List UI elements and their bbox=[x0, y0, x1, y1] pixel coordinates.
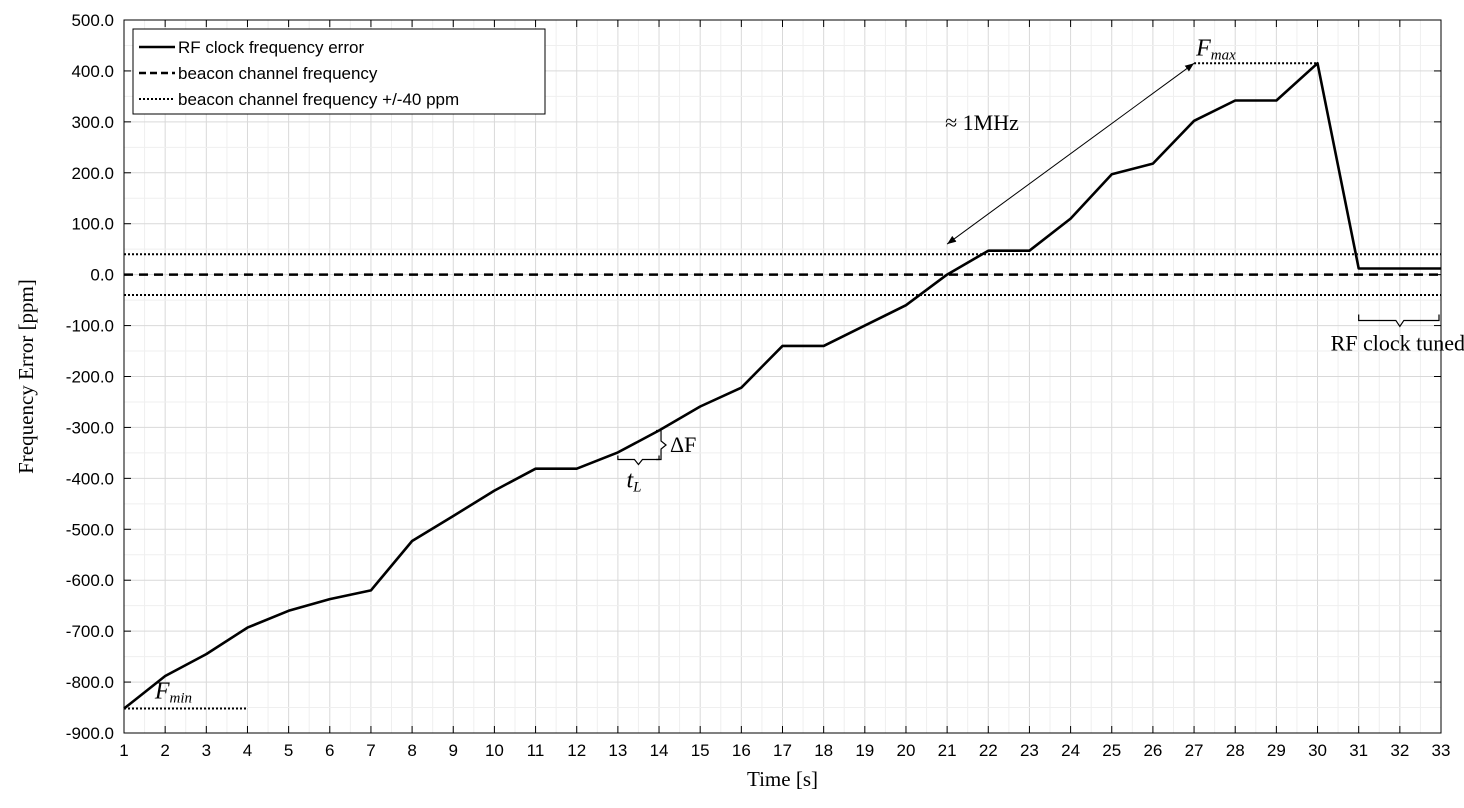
x-tick-label: 29 bbox=[1267, 741, 1286, 760]
y-tick-label: 400.0 bbox=[71, 62, 114, 81]
x-tick-label: 25 bbox=[1102, 741, 1121, 760]
span-double-arrow bbox=[946, 62, 1195, 245]
x-tick-label: 3 bbox=[202, 741, 211, 760]
y-tick-label: 200.0 bbox=[71, 164, 114, 183]
x-tick-label: 24 bbox=[1061, 741, 1080, 760]
x-tick-label: 16 bbox=[732, 741, 751, 760]
fmin-subscript: min bbox=[170, 691, 193, 707]
x-tick-label: 28 bbox=[1226, 741, 1245, 760]
x-tick-label: 20 bbox=[897, 741, 916, 760]
x-tick-label: 4 bbox=[243, 741, 252, 760]
x-tick-label: 10 bbox=[485, 741, 504, 760]
y-tick-label: -700.0 bbox=[66, 622, 114, 641]
y-tick-label: 100.0 bbox=[71, 215, 114, 234]
x-tick-label: 30 bbox=[1308, 741, 1327, 760]
y-tick-label: -600.0 bbox=[66, 571, 114, 590]
rf-clock-tuned-bracket bbox=[1358, 314, 1440, 328]
y-tick-label: -400.0 bbox=[66, 469, 114, 488]
y-tick-label: 300.0 bbox=[71, 113, 114, 132]
fmax-subscript: max bbox=[1211, 47, 1236, 63]
x-tick-label: 33 bbox=[1432, 741, 1451, 760]
x-tick-label: 18 bbox=[814, 741, 833, 760]
legend: RF clock frequency error beacon channel f… bbox=[132, 28, 546, 115]
x-tick-label: 13 bbox=[608, 741, 627, 760]
x-tick-label: 31 bbox=[1349, 741, 1368, 760]
x-tick-label: 5 bbox=[284, 741, 293, 760]
y-tick-label: 500.0 bbox=[71, 11, 114, 30]
legend-entry: beacon channel frequency +/-40 ppm bbox=[178, 90, 459, 109]
annotations: Fmax Fmin ≈ 1MHz ΔF tL RF clock tuned bbox=[124, 35, 1464, 710]
span-label: ≈ 1MHz bbox=[945, 110, 1019, 135]
grid bbox=[123, 19, 1442, 734]
x-tick-label: 2 bbox=[160, 741, 169, 760]
delta-f-label: ΔF bbox=[670, 432, 696, 457]
x-tick-label: 32 bbox=[1390, 741, 1409, 760]
reference-lines bbox=[124, 253, 1441, 297]
x-tick-label: 1 bbox=[119, 741, 128, 760]
y-tick-label: 0.0 bbox=[90, 266, 114, 285]
x-tick-label: 12 bbox=[567, 741, 586, 760]
x-tick-label: 14 bbox=[650, 741, 669, 760]
y-tick-label: -300.0 bbox=[66, 418, 114, 437]
y-tick-label: -100.0 bbox=[66, 317, 114, 336]
delta-f-bracket bbox=[656, 429, 667, 461]
x-axis-title: Time [s] bbox=[747, 767, 818, 791]
y-tick-label: -900.0 bbox=[66, 724, 114, 743]
x-tick-label: 27 bbox=[1185, 741, 1204, 760]
fmin-label: Fmin bbox=[154, 679, 192, 707]
rf-clock-tuned-label: RF clock tuned bbox=[1331, 330, 1464, 355]
legend-entry: beacon channel frequency bbox=[178, 64, 378, 83]
x-tick-label: 7 bbox=[366, 741, 375, 760]
y-axis-title: Frequency Error [ppm] bbox=[14, 279, 38, 474]
fmax-label: Fmax bbox=[1195, 35, 1236, 63]
x-tick-label: 26 bbox=[1143, 741, 1162, 760]
y-tick-label: -800.0 bbox=[66, 673, 114, 692]
x-tick-label: 9 bbox=[449, 741, 458, 760]
x-tick-label: 11 bbox=[527, 741, 545, 760]
x-tick-label: 6 bbox=[325, 741, 334, 760]
x-tick-label: 23 bbox=[1020, 741, 1039, 760]
x-tick-label: 15 bbox=[691, 741, 710, 760]
t-l-subscript: L bbox=[632, 480, 641, 496]
x-tick-label: 22 bbox=[979, 741, 998, 760]
axis-ticks: 1 2 3 4 5 6 7 8 9 10 11 12 13 14 15 16 17 18 19 20 21 22 23 24 2… bbox=[66, 11, 1451, 760]
t-l-label: tL bbox=[626, 468, 641, 496]
y-tick-label: -200.0 bbox=[66, 368, 114, 387]
legend-entry: RF clock frequency error bbox=[178, 38, 364, 57]
x-tick-label: 21 bbox=[938, 741, 957, 760]
legend-box bbox=[132, 28, 546, 115]
y-tick-label: -500.0 bbox=[66, 520, 114, 539]
x-tick-label: 8 bbox=[407, 741, 416, 760]
t-l-bracket bbox=[617, 455, 660, 466]
x-tick-label: 17 bbox=[773, 741, 792, 760]
x-tick-label: 19 bbox=[855, 741, 874, 760]
